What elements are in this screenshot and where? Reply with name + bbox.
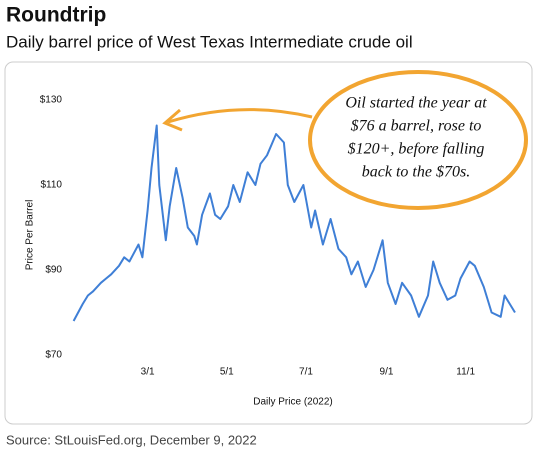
y-tick-label: $70: [45, 350, 62, 361]
annotation-text: Oil started the year at: [345, 95, 487, 112]
annotation-text: back to the $70s.: [362, 164, 470, 181]
x-tick-label: 7/1: [299, 367, 313, 378]
x-tick-label: 9/1: [380, 367, 394, 378]
price-line: [72, 124, 516, 322]
x-tick-label: 3/1: [141, 367, 155, 378]
annotation-circle: [308, 70, 528, 210]
source: Source: StLouisFed.org, December 9, 2022: [6, 432, 257, 447]
arrow-head: [162, 108, 183, 132]
chart-title: Roundtrip: [6, 4, 106, 27]
x-tick-label: 5/1: [220, 367, 234, 378]
x-tick-label: 11/1: [456, 367, 475, 378]
chart-subtitle: Daily barrel price of West Texas Interme…: [6, 32, 413, 51]
x-axis-title: Daily Price (2022): [253, 397, 332, 408]
annotation-arrow: [167, 108, 313, 124]
annotation-text: $120+, before falling: [348, 141, 485, 158]
y-tick-label: $130: [40, 95, 63, 106]
y-axis-title: Price Per Barrel: [25, 200, 36, 271]
chart-frame: [4, 61, 533, 425]
y-tick-label: $90: [45, 265, 62, 276]
annotation-text: $76 a barrel, rose to: [351, 118, 482, 135]
y-tick-label: $110: [40, 180, 62, 191]
